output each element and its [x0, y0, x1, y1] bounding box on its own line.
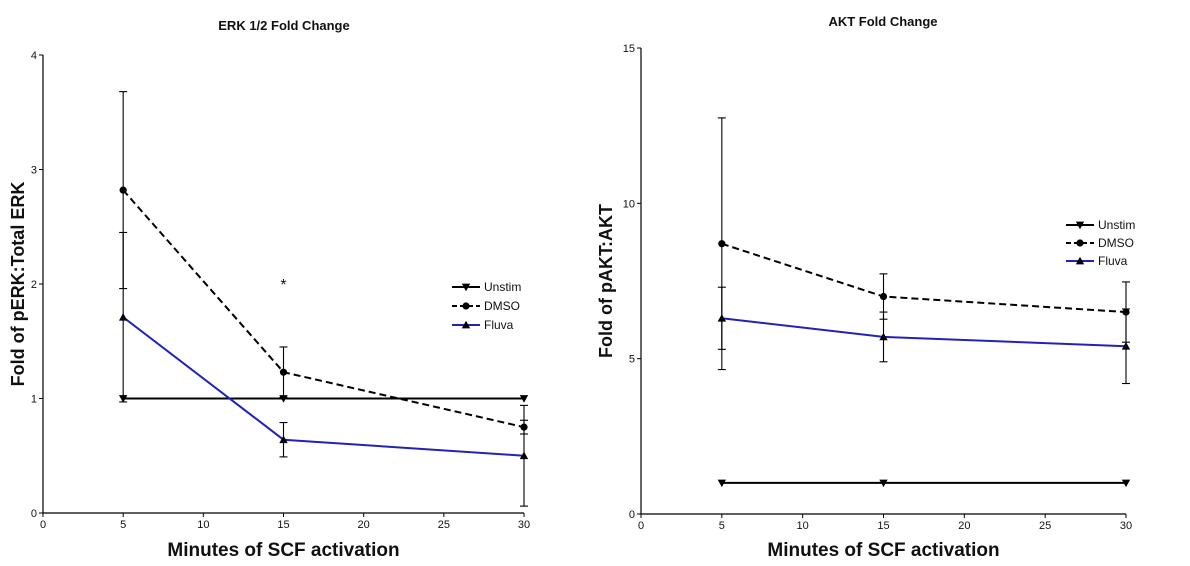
legend-label: Unstim [1098, 218, 1135, 232]
data-point [879, 332, 888, 341]
data-point [279, 368, 288, 376]
series-line-fluva [122, 316, 525, 457]
x-tick-label: 0 [638, 520, 644, 532]
y-axis-label: Fold of pAKT:AKT [596, 204, 616, 358]
y-tick-label: 5 [629, 354, 635, 366]
legend: Unstim DMSO Fluva [452, 280, 521, 332]
legend-marker [461, 320, 471, 329]
legend-label: DMSO [484, 299, 520, 313]
legend-marker [1075, 256, 1085, 265]
legend-marker [1075, 221, 1085, 230]
y-tick-label: 0 [629, 509, 635, 521]
legend-label: Unstim [484, 280, 521, 294]
x-tick-label: 0 [40, 519, 46, 531]
y-tick-label: 2 [31, 279, 37, 291]
x-tick-label: 10 [797, 520, 809, 532]
legend-marker [1076, 239, 1084, 247]
legend: Unstim DMSO Fluva [1066, 218, 1135, 268]
data-point [717, 314, 727, 322]
data-point [279, 435, 288, 444]
chart-title: AKT Fold Change [828, 14, 937, 29]
x-tick-label: 20 [358, 519, 370, 531]
x-tick-label: 5 [120, 519, 126, 531]
series-line-fluva [721, 317, 1127, 348]
data-point [119, 186, 127, 194]
data-point [118, 313, 128, 321]
data-point [879, 292, 888, 301]
x-tick-label: 15 [877, 520, 889, 532]
x-axis-label: Minutes of SCF activation [167, 540, 399, 561]
data-point [879, 479, 888, 488]
significance-annotation: * [280, 277, 286, 294]
series-unstim [118, 395, 529, 403]
y-tick-label: 3 [31, 165, 37, 177]
data-point [1121, 479, 1131, 488]
x-tick-label: 30 [1120, 520, 1132, 532]
x-axis-label: Minutes of SCF activation [767, 540, 999, 561]
series-line-dmso [721, 242, 1127, 314]
series-dmso [119, 91, 528, 435]
y-axis-label: Fold of pERK:Total ERK [8, 182, 28, 387]
y-tick-label: 4 [31, 50, 37, 62]
data-point [519, 451, 529, 460]
y-tick-label: 15 [623, 43, 635, 55]
x-tick-label: 5 [719, 520, 725, 532]
x-tick-label: 25 [1039, 520, 1051, 532]
legend-marker [461, 283, 471, 292]
chart-1: ERK 1/2 Fold Change 0 5 10 15 20 25 30 0 1 2 3 4 Minu… [8, 18, 530, 561]
series-fluva [118, 231, 529, 507]
data-point [1121, 342, 1131, 350]
x-tick-label: 30 [518, 519, 530, 531]
data-point [519, 395, 529, 403]
y-tick-label: 10 [623, 198, 635, 210]
x-tick-label: 10 [197, 519, 209, 531]
data-point [717, 479, 727, 488]
x-tick-label: 15 [277, 519, 289, 531]
series-unstim [717, 479, 1131, 488]
y-tick-label: 1 [31, 394, 37, 406]
chart-2: AKT Fold Change 0 5 10 15 20 25 30 0 5 10 15 Minutes… [596, 14, 1135, 561]
y-tick-label: 0 [31, 508, 37, 520]
chart-title: ERK 1/2 Fold Change [218, 18, 349, 33]
legend-label: Fluva [1098, 254, 1128, 268]
legend-label: Fluva [484, 318, 514, 332]
data-point [718, 240, 726, 248]
x-tick-label: 20 [958, 520, 970, 532]
x-tick-label: 25 [438, 519, 450, 531]
legend-label: DMSO [1098, 236, 1134, 250]
legend-marker [462, 302, 470, 310]
series-fluva [717, 286, 1131, 385]
